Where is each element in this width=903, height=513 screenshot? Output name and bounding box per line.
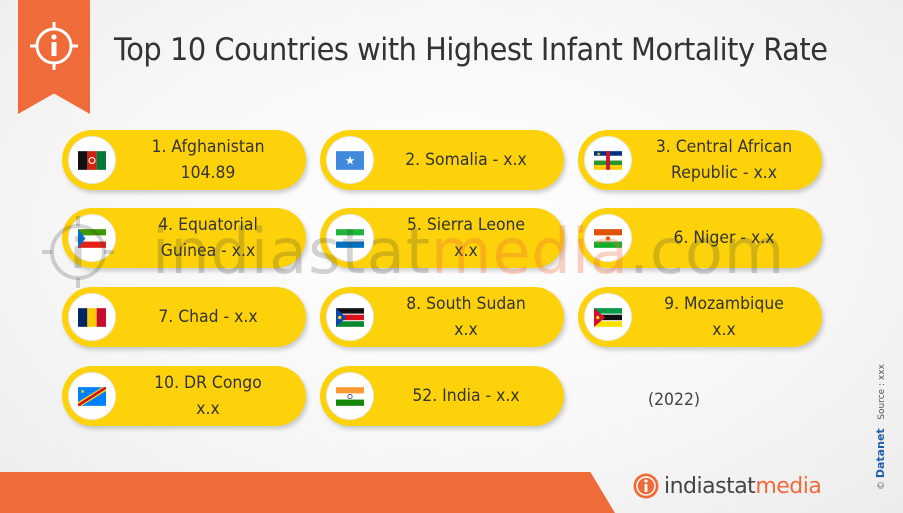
country-label: 3. Central African [655,137,793,157]
country-card-equatorial-guinea: 4. Equatorial Guinea - x.x [62,208,306,268]
flag-south-sudan-icon [327,294,373,340]
country-label: 8. South Sudan [406,294,526,314]
country-label: 1. Afghanistan [151,137,265,157]
country-card-somalia: 2. Somalia - x.x [320,130,564,190]
flag-mozambique-icon [585,294,631,340]
flag-india-icon [327,373,373,419]
country-label: 9. Mozambique [664,294,784,314]
flag-niger-icon [585,215,631,261]
page-title: Top 10 Countries with Highest Infant Mor… [114,32,828,68]
country-label: 5. Sierra Leone [406,215,526,235]
info-icon [30,22,78,70]
brand-logo: indiastatmedia [632,470,822,502]
country-value: 104.89 [180,163,236,183]
flag-sierra-leone-icon [327,215,373,261]
source-text: Source : xxx [877,364,887,420]
country-card-central-african-republic: 3. Central African Republic - x.x [578,130,822,190]
country-value: x.x [454,320,478,340]
country-card-south-sudan: 8. South Sudan x.x [320,287,564,347]
flag-chad-icon [69,294,115,340]
country-label: 4. Equatorial [158,215,258,235]
country-value: x.x [712,320,736,340]
country-card-mozambique: 9. Mozambique x.x [578,287,822,347]
country-card-chad: 7. Chad - x.x [62,287,306,347]
country-value: Guinea - x.x [160,241,256,261]
flag-equatorial-guinea-icon [69,215,115,261]
year-label: (2022) [648,390,701,410]
flag-dr-congo-icon [69,373,115,419]
flag-afghanistan-icon [69,137,115,183]
country-card-india: 52. India - x.x [320,366,564,426]
flag-somalia-icon [327,137,373,183]
country-value: x.x [454,241,478,261]
country-label: 2. Somalia - x.x [405,150,527,170]
country-card-dr-congo: 10. DR Congo x.x [62,366,306,426]
copyright-symbol: © [877,481,887,490]
flag-central-african-republic-icon [585,137,631,183]
country-label: 7. Chad - x.x [158,307,258,327]
country-label: 6. Niger - x.x [673,228,775,248]
datanet-brand: Datanet [874,428,887,479]
country-card-niger: 6. Niger - x.x [578,208,822,268]
country-card-afghanistan: 1. Afghanistan 104.89 [62,130,306,190]
source-credit: © Datanet Source : xxx [874,364,887,490]
logo-text-b: media [755,473,822,499]
country-label: 10. DR Congo [154,373,262,393]
logo-info-icon [633,473,659,499]
country-value: Republic - x.x [671,163,777,183]
country-label: 52. India - x.x [412,386,520,406]
info-ribbon [18,0,90,114]
country-value: x.x [196,399,220,419]
logo-text-a: indiastat [664,473,756,499]
country-card-sierra-leone: 5. Sierra Leone x.x [320,208,564,268]
footer-bar [0,472,615,513]
